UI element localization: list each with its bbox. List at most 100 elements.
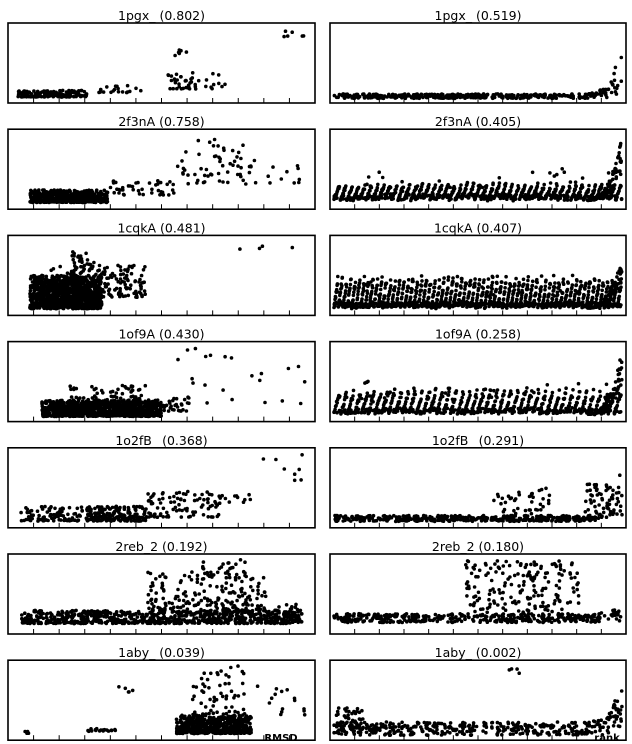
data-point: [139, 287, 143, 291]
data-point: [171, 182, 175, 187]
data-point: [619, 79, 624, 83]
data-point: [613, 195, 618, 200]
data-point: [483, 305, 488, 309]
scatter-points: [28, 244, 295, 311]
data-point: [497, 184, 501, 188]
data-point: [336, 274, 340, 279]
data-point: [448, 295, 453, 300]
data-point: [612, 78, 617, 83]
data-point: [30, 283, 35, 288]
data-point: [81, 269, 85, 273]
data-point: [172, 191, 176, 195]
data-point: [564, 293, 569, 298]
data-point: [554, 96, 559, 100]
data-point: [480, 185, 485, 190]
data-point: [136, 180, 140, 185]
data-point: [401, 92, 406, 97]
data-point: [59, 95, 64, 99]
data-point: [123, 282, 127, 287]
panel-title: 2f3nA (0.405): [435, 114, 521, 129]
data-point: [42, 93, 47, 97]
data-point: [618, 156, 622, 161]
data-point: [58, 304, 63, 308]
data-point: [486, 277, 491, 281]
data-point: [440, 96, 444, 100]
data-point: [65, 271, 70, 276]
data-point: [391, 293, 396, 297]
data-point: [462, 292, 467, 296]
data-point: [85, 284, 89, 288]
data-point: [455, 282, 459, 286]
data-point: [573, 180, 578, 184]
data-point: [552, 174, 557, 178]
data-point: [354, 301, 359, 306]
data-point: [260, 244, 265, 248]
panel-6: 1of9A (0.430): [7, 327, 316, 423]
data-point: [570, 273, 575, 278]
data-point: [398, 278, 402, 283]
data-point: [169, 78, 174, 83]
data-point: [201, 180, 206, 185]
data-point: [340, 284, 344, 288]
data-point: [380, 94, 385, 98]
data-point: [93, 302, 98, 306]
data-point: [116, 263, 120, 268]
data-point: [45, 287, 50, 291]
data-point: [557, 92, 562, 97]
data-point: [335, 290, 340, 294]
data-point: [419, 288, 424, 293]
data-point: [257, 246, 262, 251]
data-point: [86, 191, 90, 196]
data-point: [406, 278, 411, 282]
data-point: [236, 150, 241, 155]
data-point: [419, 92, 424, 97]
data-point: [209, 85, 213, 89]
data-point: [96, 191, 101, 196]
data-point: [397, 93, 402, 98]
panel-title: 1of9A (0.430): [118, 327, 204, 342]
data-point: [415, 184, 420, 188]
data-point: [253, 180, 258, 185]
data-point: [451, 276, 455, 280]
data-point: [125, 83, 130, 88]
data-point: [609, 179, 613, 183]
data-point: [371, 196, 375, 200]
data-point: [523, 95, 527, 99]
data-point: [566, 281, 570, 285]
data-point: [156, 188, 161, 193]
data-point: [337, 184, 342, 189]
data-point: [416, 94, 421, 98]
data-point: [457, 303, 462, 307]
data-point: [134, 291, 139, 296]
data-point: [80, 303, 84, 308]
data-point: [528, 301, 533, 306]
data-point: [460, 276, 464, 281]
data-point: [397, 286, 401, 291]
data-point: [115, 84, 119, 89]
data-point: [165, 182, 169, 187]
data-point: [53, 93, 58, 98]
data-point: [613, 280, 617, 285]
data-point: [221, 146, 226, 150]
data-point: [106, 289, 111, 293]
data-point: [53, 294, 57, 299]
data-point: [105, 265, 109, 270]
data-point: [419, 284, 424, 288]
data-point: [577, 92, 581, 96]
data-point: [27, 94, 31, 99]
data-point: [586, 187, 591, 192]
data-point: [471, 301, 475, 306]
data-point: [80, 279, 85, 284]
data-point: [96, 278, 101, 283]
data-point: [551, 96, 556, 100]
data-point: [550, 297, 555, 302]
data-point: [79, 257, 84, 261]
data-point: [32, 274, 37, 278]
data-point: [37, 301, 42, 305]
data-point: [598, 92, 603, 96]
data-point: [597, 278, 601, 283]
data-point: [214, 154, 218, 158]
data-point: [396, 290, 401, 294]
data-point: [400, 189, 405, 193]
data-point: [193, 84, 198, 89]
